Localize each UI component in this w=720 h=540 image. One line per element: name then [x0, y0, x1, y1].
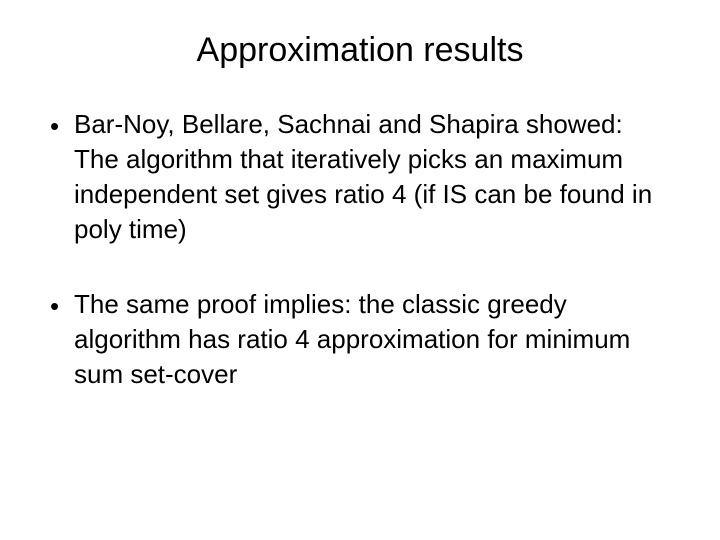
bullet-dot-icon: •: [50, 109, 74, 144]
bullet-dot-icon: •: [50, 289, 74, 324]
slide: Approximation results • Bar-Noy, Bellare…: [0, 0, 720, 540]
slide-title: Approximation results: [50, 30, 670, 71]
bullet-text: Bar-Noy, Bellare, Sachnai and Shapira sh…: [74, 107, 670, 247]
bullet-text: The same proof implies: the classic gree…: [74, 287, 670, 392]
bullet-item: • Bar-Noy, Bellare, Sachnai and Shapira …: [50, 107, 670, 247]
bullet-item: • The same proof implies: the classic gr…: [50, 287, 670, 392]
